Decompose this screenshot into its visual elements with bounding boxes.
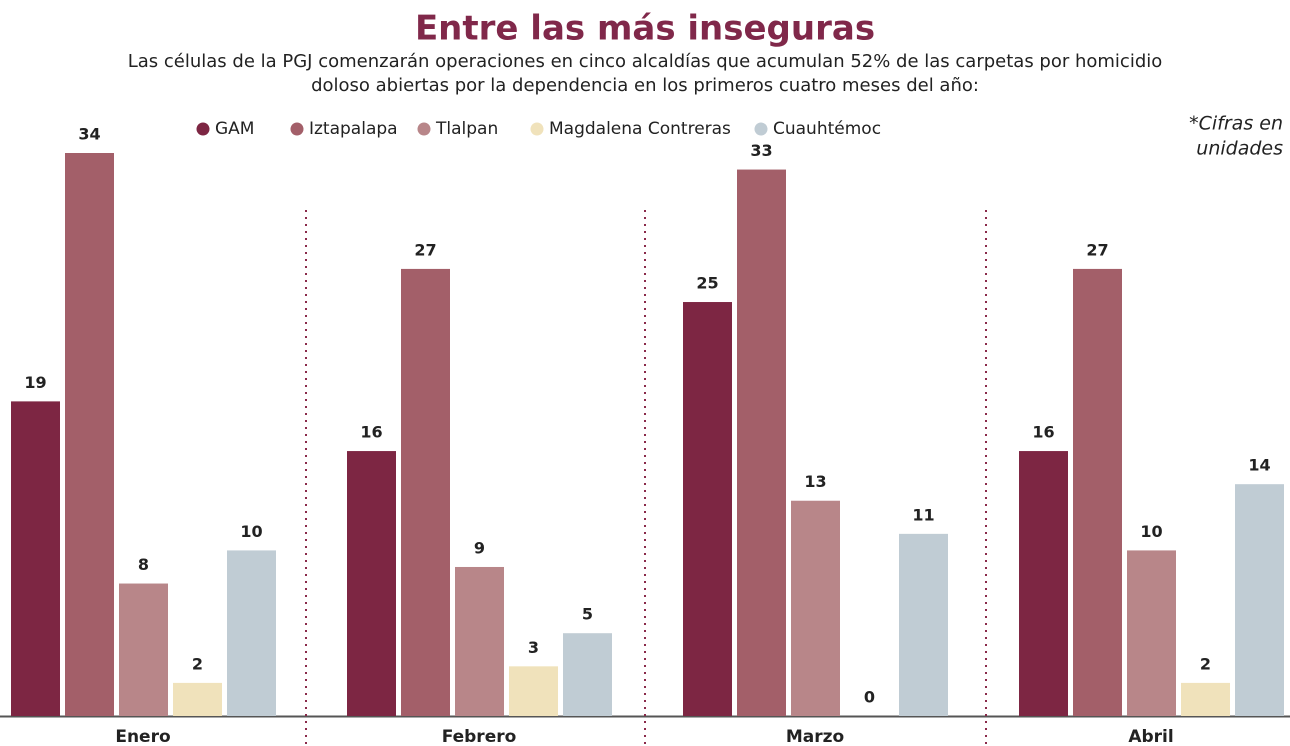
value-label: 34 (78, 125, 100, 144)
legend-label: Tlalpan (435, 119, 498, 139)
subtitle: Las células de la PGJ comenzarán operaci… (128, 51, 1163, 72)
value-label: 11 (912, 505, 934, 524)
legend-label: Magdalena Contreras (549, 119, 731, 139)
bar (173, 682, 222, 716)
legend-swatch (754, 122, 768, 136)
bar (683, 302, 732, 716)
bar (791, 500, 840, 716)
value-label: 27 (414, 240, 436, 259)
dividers (305, 210, 987, 746)
value-label: 19 (24, 373, 46, 392)
bar (455, 566, 504, 716)
bar (65, 153, 114, 716)
x-tick-label: Enero (115, 727, 170, 746)
value-label: 8 (138, 555, 149, 574)
x-tick-label: Marzo (786, 727, 844, 746)
subtitle: doloso abiertas por la dependencia en lo… (311, 75, 979, 96)
value-label: 0 (864, 688, 875, 707)
legend-swatch (290, 122, 304, 136)
x-tick-label: Abril (1128, 727, 1173, 746)
legend-label: Iztapalapa (309, 119, 398, 139)
bar (563, 633, 612, 716)
bar (899, 533, 948, 716)
bar (1127, 550, 1176, 716)
chart-title: Entre las más inseguras (415, 9, 875, 49)
value-label: 10 (240, 522, 262, 541)
bar (401, 268, 450, 716)
value-label: 14 (1248, 456, 1270, 475)
value-label: 2 (1200, 654, 1211, 673)
value-label: 25 (696, 274, 718, 293)
bar (1019, 451, 1068, 716)
x-tick-label: Febrero (442, 727, 517, 746)
value-label: 33 (750, 141, 772, 160)
bar (509, 666, 558, 716)
note: *Cifras en (1189, 113, 1283, 135)
value-label: 3 (528, 638, 539, 657)
note: unidades (1196, 138, 1283, 160)
value-label: 5 (582, 605, 593, 624)
bar (347, 451, 396, 716)
legend-label: GAM (215, 119, 254, 139)
value-label: 16 (360, 423, 382, 442)
value-label: 13 (804, 472, 826, 491)
legend-swatch (417, 122, 431, 136)
bar (1073, 268, 1122, 716)
bar (1235, 484, 1284, 716)
legend-swatch (530, 122, 544, 136)
bar (227, 550, 276, 716)
bar (737, 169, 786, 716)
value-label: 9 (474, 538, 485, 557)
legend-label: Cuauhtémoc (773, 119, 881, 139)
bar (1181, 682, 1230, 716)
value-label: 16 (1032, 423, 1054, 442)
legend-swatch (196, 122, 210, 136)
value-label: 27 (1086, 240, 1108, 259)
bar (119, 583, 168, 716)
value-label: 2 (192, 654, 203, 673)
bar (11, 401, 60, 716)
value-label: 10 (1140, 522, 1162, 541)
